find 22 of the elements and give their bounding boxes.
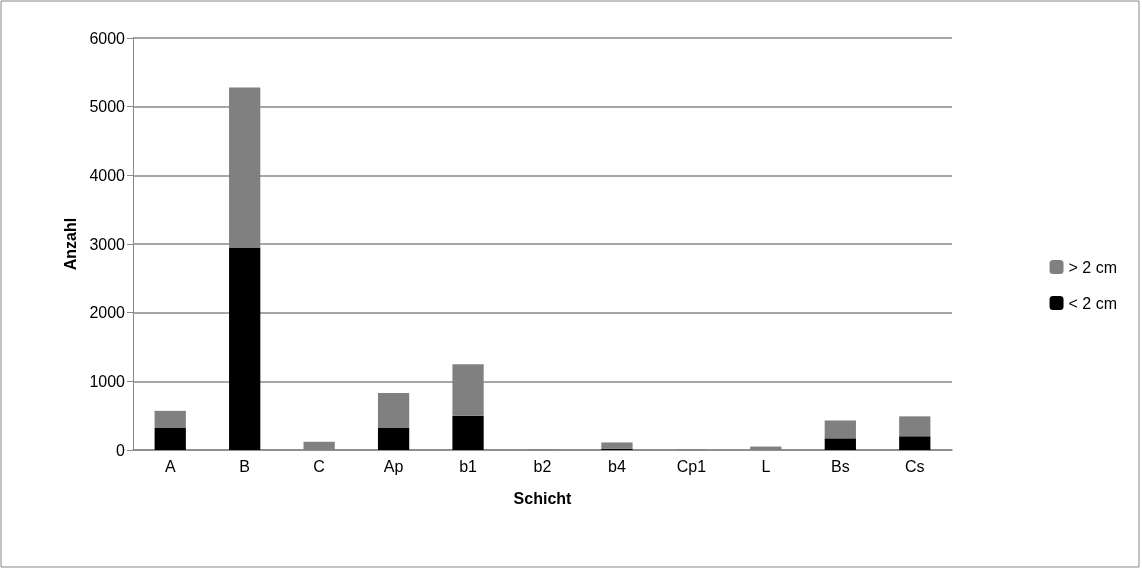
- y-tick-label: 6000: [89, 29, 126, 47]
- legend-label: < 2 cm: [1068, 294, 1118, 312]
- x-tick-label: Cp1: [676, 457, 707, 475]
- legend-label: > 2 cm: [1068, 258, 1118, 276]
- y-tick-label: 3000: [89, 235, 126, 253]
- x-tick-label: Cs: [904, 457, 925, 475]
- x-tick-label: L: [761, 457, 771, 475]
- x-tick-label: Bs: [830, 457, 850, 475]
- y-tick-label: 2000: [89, 304, 126, 322]
- y-tick-label: 5000: [89, 98, 126, 116]
- y-tick-label: 0: [116, 441, 126, 459]
- x-tick-label: C: [313, 457, 325, 475]
- x-tick-label: b2: [533, 457, 552, 475]
- x-tick-label: B: [239, 457, 251, 475]
- x-tick-label: A: [164, 457, 176, 475]
- y-axis-title: Anzahl: [61, 217, 79, 271]
- y-tick-label: 4000: [89, 166, 126, 184]
- x-tick-label: b4: [608, 457, 626, 475]
- y-tick-label: 1000: [89, 372, 126, 390]
- x-axis-title: Schicht: [513, 489, 573, 507]
- x-tick-label: b1: [459, 457, 478, 475]
- x-tick-label: Ap: [383, 457, 404, 475]
